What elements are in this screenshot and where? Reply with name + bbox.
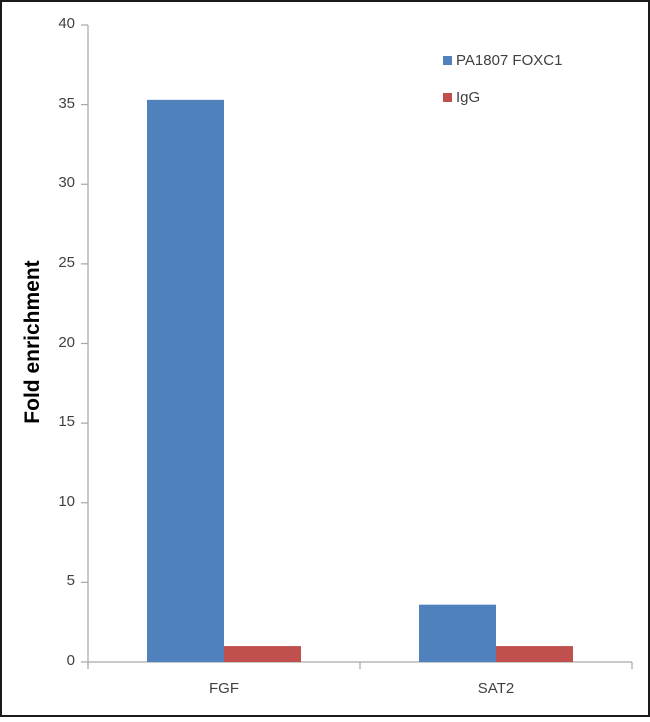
y-tick-label: 30 bbox=[58, 174, 75, 192]
y-tick-label: 5 bbox=[66, 572, 75, 590]
y-tick-label: 0 bbox=[66, 652, 75, 669]
y-tick-label: 35 bbox=[58, 94, 75, 112]
bar-pa1807-foxc1-fgf bbox=[147, 99, 224, 662]
bar-igg-fgf bbox=[224, 646, 301, 662]
x-tick-label: FGF bbox=[209, 680, 239, 697]
y-tick-label: 25 bbox=[58, 253, 75, 271]
legend-label: PA1807 FOXC1 bbox=[456, 51, 563, 69]
y-tick-label: 10 bbox=[58, 492, 75, 510]
legend-item: IgG bbox=[443, 87, 562, 107]
bar-igg-sat2 bbox=[496, 646, 573, 662]
bar-pa1807-foxc1-sat2 bbox=[419, 604, 496, 662]
y-tick-label: 20 bbox=[58, 333, 75, 351]
x-tick-label: SAT2 bbox=[477, 680, 515, 697]
legend-swatch-icon bbox=[443, 92, 452, 102]
legend-swatch-icon bbox=[443, 55, 452, 65]
y-tick-label: 15 bbox=[58, 413, 75, 431]
legend-label: IgG bbox=[456, 88, 481, 106]
legend-item: PA1807 FOXC1 bbox=[443, 50, 562, 70]
y-tick-label: 40 bbox=[58, 15, 75, 32]
legend: PA1807 FOXC1 IgG bbox=[443, 50, 562, 124]
